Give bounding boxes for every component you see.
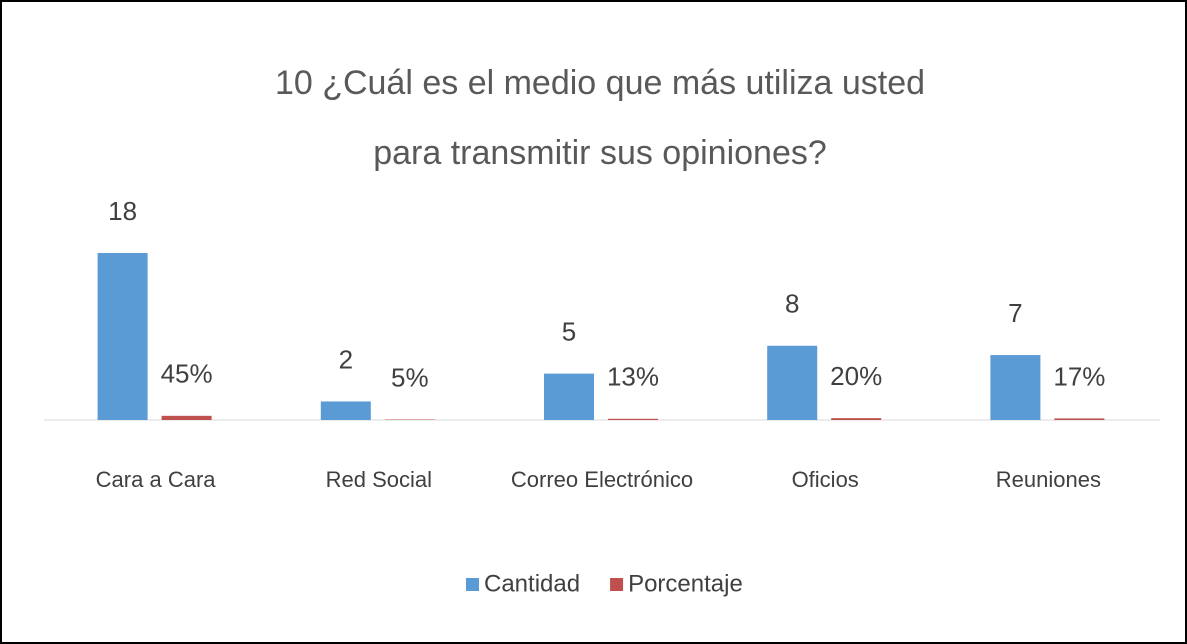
bar <box>767 345 818 420</box>
data-label: 7 <box>1008 298 1022 328</box>
legend-swatch <box>466 578 479 591</box>
data-label: 5 <box>562 316 576 346</box>
legend-swatch <box>610 578 624 591</box>
chart-title: para transmitir sus opiniones? <box>373 134 827 172</box>
bar <box>990 355 1041 420</box>
bar <box>1054 418 1105 420</box>
bar <box>831 418 882 420</box>
legend-label: Porcentaje <box>628 570 743 597</box>
bar <box>97 253 148 420</box>
bar <box>544 373 594 420</box>
data-label: 17% <box>1053 361 1105 391</box>
data-label: 8 <box>785 289 799 319</box>
data-label: 5% <box>391 362 429 392</box>
x-tick-label: Correo Electrónico <box>511 467 693 492</box>
data-label: 18 <box>108 196 137 226</box>
bar <box>608 418 658 420</box>
x-tick-label: Reuniones <box>996 467 1101 492</box>
data-label: 20% <box>830 361 882 391</box>
data-label: 45% <box>161 359 213 389</box>
legend-label: Cantidad <box>484 570 580 597</box>
data-label: 2 <box>339 344 353 374</box>
bar <box>161 415 212 420</box>
chart-title: 10 ¿Cuál es el medio que más utiliza ust… <box>275 64 925 102</box>
x-tick-label: Red Social <box>326 467 432 492</box>
x-tick-label: Oficios <box>792 467 859 492</box>
x-tick-label: Cara a Cara <box>96 467 217 492</box>
data-label: 13% <box>607 362 659 392</box>
bar <box>320 401 371 420</box>
